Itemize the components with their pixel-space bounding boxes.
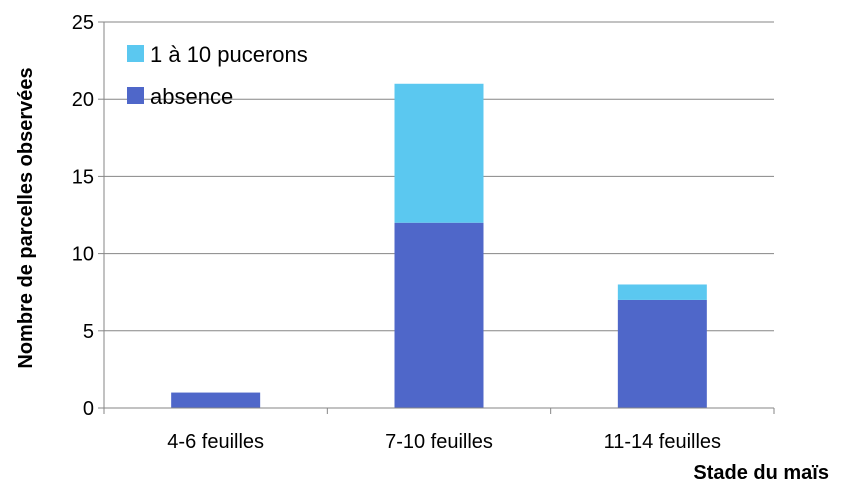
tick-labels: 0 5 10 15 20 25 4-6 feuilles 7-10 feuilles 11-14… — [72, 12, 775, 453]
y-tick-label: 5 — [83, 321, 94, 343]
x-axis-title: Stade du maïs — [693, 462, 829, 484]
legend-label: 1 à 10 pucerons — [150, 42, 308, 67]
x-tick-label: 4-6 feuilles — [167, 431, 264, 453]
legend-label: absence — [150, 84, 233, 109]
bar-1-10-pucerons-3 — [617, 284, 707, 300]
y-tick-label: 10 — [72, 244, 94, 266]
bar-absence-2 — [394, 222, 484, 408]
x-tick-label: 7-10 feuilles — [385, 431, 493, 453]
y-tick-label: 15 — [72, 166, 94, 188]
bars — [171, 83, 707, 408]
y-axis-title: Nombre de parcelles observées — [15, 67, 37, 368]
y-tick-label: 0 — [83, 398, 94, 420]
y-tick-label: 20 — [72, 89, 94, 111]
legend: 1 à 10 pucerons absence — [127, 42, 308, 109]
bar-absence-1 — [171, 392, 261, 408]
bar-absence-3 — [617, 299, 707, 408]
bar-1-10-pucerons-2 — [394, 83, 484, 223]
axes — [103, 22, 774, 409]
legend-swatch — [127, 45, 144, 62]
x-tick-label: 11-14 feuilles — [604, 431, 721, 453]
legend-swatch — [127, 87, 144, 104]
y-tick-label: 25 — [72, 12, 94, 34]
